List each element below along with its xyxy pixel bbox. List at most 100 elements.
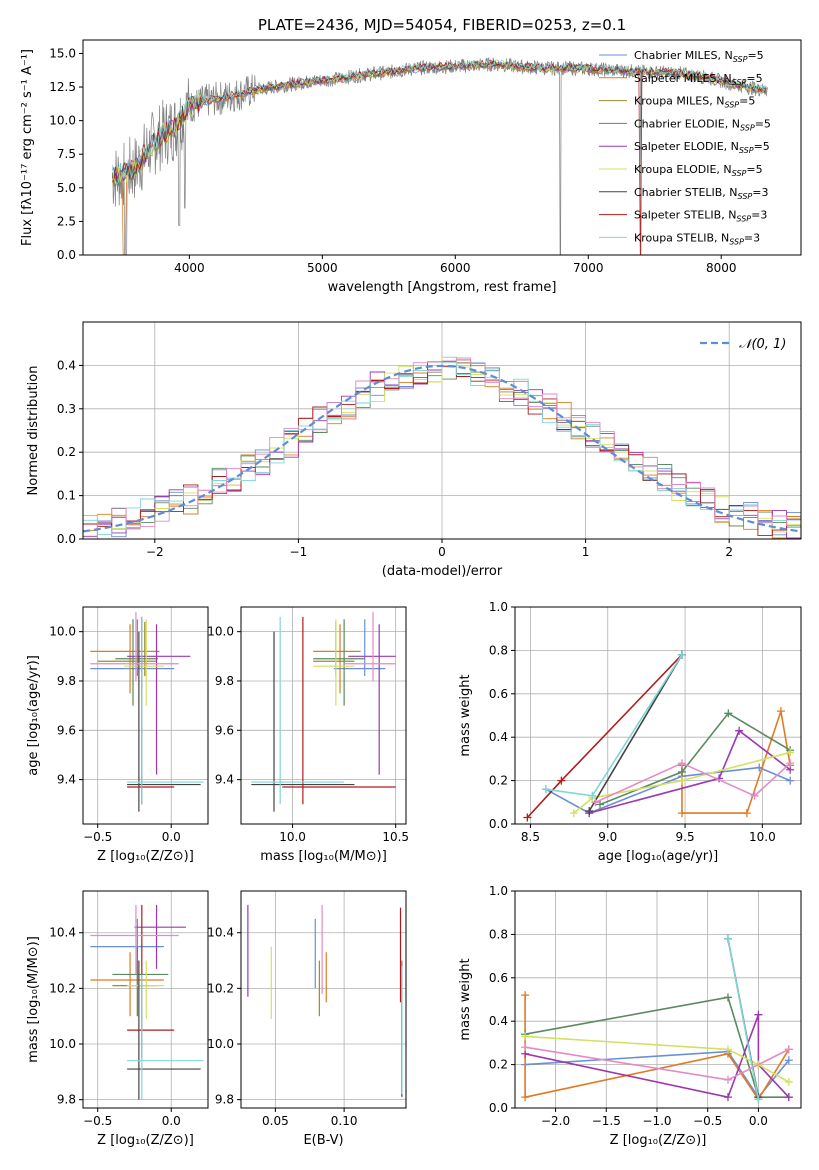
x-tick-label: 10.5	[382, 830, 409, 844]
x-axis-label: E(B-V)	[303, 1133, 343, 1148]
y-tick-label: 10.0	[207, 1037, 234, 1051]
legend-label: Salpeter MILES, N	[634, 72, 732, 85]
x-tick-label: −1	[290, 545, 308, 559]
data-point	[557, 776, 566, 785]
x-tick-label: 9.5	[676, 830, 695, 844]
data-point	[591, 798, 600, 807]
axes-frame	[514, 606, 802, 825]
normal-curve	[83, 364, 801, 533]
error-bars	[247, 904, 403, 1097]
data-point	[677, 767, 686, 776]
legend-label: Salpeter STELIB, N	[634, 209, 736, 222]
x-tick-label: 0.0	[749, 1114, 768, 1128]
legend-sub: SSP	[724, 101, 739, 110]
legend-tail: =3	[752, 186, 768, 199]
panel-3: 10.0 10.5 9.4 9.6 9.8 10.0 mass [log₁₀(M/M⊙)]	[207, 607, 409, 864]
y-tick-label: 1.0	[489, 600, 508, 614]
y-tick-label: 9.4	[215, 773, 234, 787]
data-point	[677, 776, 686, 785]
axes-frame	[82, 39, 802, 256]
x-tick-label: 10.0	[279, 830, 306, 844]
y-tick-label: 10.2	[207, 981, 234, 995]
error-bars	[90, 611, 204, 812]
y-tick-label: 12.5	[49, 80, 76, 94]
y-tick-label: 0.6	[489, 971, 508, 985]
x-tick-label: 8.5	[521, 830, 540, 844]
x-tick-label: 9.0	[598, 830, 617, 844]
axes-frame	[240, 890, 407, 1109]
data-point	[754, 1010, 763, 1019]
x-axis-label: Z [log₁₀(Z/Z⊙)]	[97, 1133, 194, 1148]
y-tick-label: 0.2	[489, 774, 508, 788]
legend-tail: =5	[747, 49, 763, 62]
data-point	[677, 809, 686, 818]
x-axis-label: Z [log₁₀(Z/Z⊙)]	[97, 849, 194, 864]
legend-sub: SSP	[738, 192, 753, 201]
weight-lines	[523, 650, 795, 822]
data-point	[750, 791, 759, 800]
y-tick-label: 1.0	[489, 884, 508, 898]
x-axis-label: wavelength [Angstrom, rest frame]	[328, 280, 557, 295]
weight-line-4	[588, 729, 791, 814]
data-point	[541, 785, 550, 794]
x-tick-label: −2.0	[541, 1114, 570, 1128]
y-axis-label: mass weight	[458, 674, 473, 756]
panel-1: −2 −1 0 1 2 0.0 0.1 0.2 0.3 0.4 (data-model)/error…	[26, 322, 801, 579]
x-axis-label: age [log₁₀(age/yr)]	[598, 849, 719, 864]
legend-tail: =5	[755, 117, 771, 130]
x-tick-label: 6000	[440, 261, 471, 275]
axes-frame	[82, 321, 802, 540]
y-tick-label: 7.5	[57, 147, 76, 161]
x-tick-label: 8000	[706, 261, 737, 275]
y-tick-label: 9.6	[57, 723, 76, 737]
data-point	[723, 993, 732, 1002]
y-tick-label: 10.0	[49, 1037, 76, 1051]
y-tick-label: 10.0	[207, 625, 234, 639]
legend-tail: =5	[754, 140, 770, 153]
x-tick-label: −0.5	[693, 1114, 722, 1128]
chart-title: PLATE=2436, MJD=54054, FIBERID=0253, z=0…	[258, 16, 626, 34]
x-tick-label: 0.10	[331, 1114, 358, 1128]
data-point	[776, 707, 785, 716]
legend-entry: Kroupa STELIB, NSSP=3	[634, 231, 760, 246]
y-tick-label: 0.8	[489, 927, 508, 941]
legend-sub: SSP	[740, 123, 755, 132]
axes-frame	[514, 890, 802, 1109]
x-tick-label: 7000	[573, 261, 604, 275]
y-tick-label: 9.8	[57, 1093, 76, 1107]
legend-tail: =5	[746, 163, 762, 176]
y-axis-label: mass [log₁₀(M/M⊙)]	[26, 936, 41, 1063]
weight-line-8	[727, 938, 760, 1100]
y-tick-label: 0.8	[489, 643, 508, 657]
legend-tail: =5	[746, 72, 762, 85]
legend-sub: SSP	[733, 55, 748, 64]
y-tick-label: 9.4	[57, 773, 76, 787]
y-tick-label: 0.2	[489, 1058, 508, 1072]
y-tick-label: 0.4	[489, 730, 508, 744]
data-point	[521, 1093, 530, 1102]
y-tick-label: 0.0	[489, 817, 508, 831]
legend-label: Chabrier STELIB, N	[634, 186, 738, 199]
x-tick-label: −1.5	[592, 1114, 621, 1128]
panel-5: −0.5 0.0 9.8 10.0 10.2 10.4 Z [log₁₀(Z/Z⊙)] mas…	[26, 891, 208, 1148]
data-point	[784, 1077, 793, 1086]
data-point	[742, 809, 751, 818]
histogram-legend: 𝒩(0, 1)	[700, 337, 786, 352]
legend-entry: Kroupa MILES, NSSP=5	[634, 95, 755, 110]
panel-2: −0.5 0.0 9.4 9.6 9.8 10.0 Z [log₁₀(Z/Z⊙)] age […	[26, 607, 208, 864]
axes-frame	[240, 606, 407, 825]
legend-sub: SSP	[732, 78, 747, 87]
panel-6: 0.05 0.10 9.8 10.0 10.2 10.4 E(B-V)	[207, 891, 406, 1148]
legend-entry: Chabrier MILES, NSSP=5	[634, 49, 764, 64]
y-tick-label: 10.4	[207, 926, 234, 940]
y-tick-label: 9.8	[215, 674, 234, 688]
legend-label: 𝒩(0, 1)	[739, 337, 786, 352]
legend-entry: Chabrier STELIB, NSSP=3	[634, 186, 768, 201]
x-tick-label: −0.5	[83, 1114, 112, 1128]
legend-tail: =5	[739, 95, 755, 108]
legend-sub: SSP	[736, 215, 751, 224]
y-tick-label: 10.0	[49, 625, 76, 639]
y-tick-label: 0.2	[57, 445, 76, 459]
x-axis-label: Z [log₁₀(Z/Z⊙)]	[610, 1133, 707, 1148]
